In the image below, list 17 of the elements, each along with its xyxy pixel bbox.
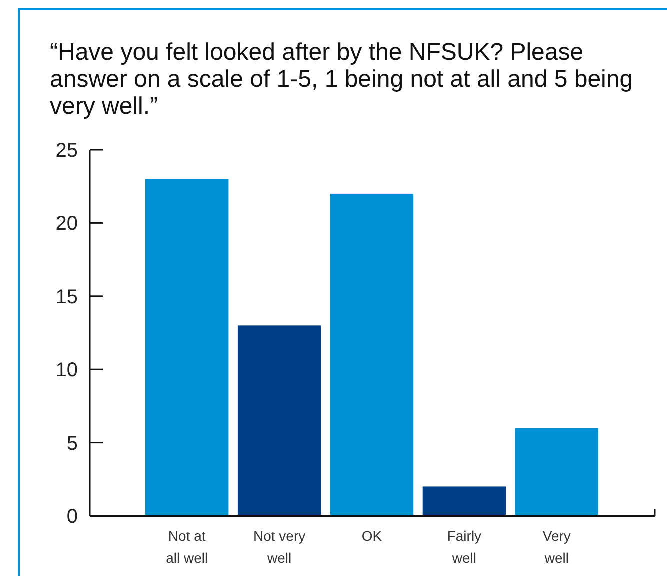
y-tick-label: 15 — [56, 286, 78, 308]
bar — [330, 194, 414, 516]
x-tick-label: OK — [362, 528, 383, 544]
bar — [238, 326, 322, 516]
y-tick-label: 5 — [66, 432, 78, 455]
y-tick-label: 0 — [66, 506, 78, 528]
bar — [515, 428, 598, 516]
chart-title: “Have you felt looked after by the NFSUK? Please answer on a scale of 1-5, 1 being not at all and 5 being very well.” — [50, 39, 634, 120]
bar — [146, 179, 229, 516]
x-tick-label: Fairly well — [447, 528, 482, 566]
x-tick-label: Not at all well — [166, 528, 208, 566]
y-tick-label: 25 — [56, 140, 78, 162]
y-tick-label: 10 — [56, 360, 78, 382]
y-tick-label: 20 — [56, 213, 78, 236]
bar — [422, 486, 506, 516]
x-tick-label: Very well — [542, 528, 571, 566]
x-tick-label: Not very well — [253, 528, 306, 566]
